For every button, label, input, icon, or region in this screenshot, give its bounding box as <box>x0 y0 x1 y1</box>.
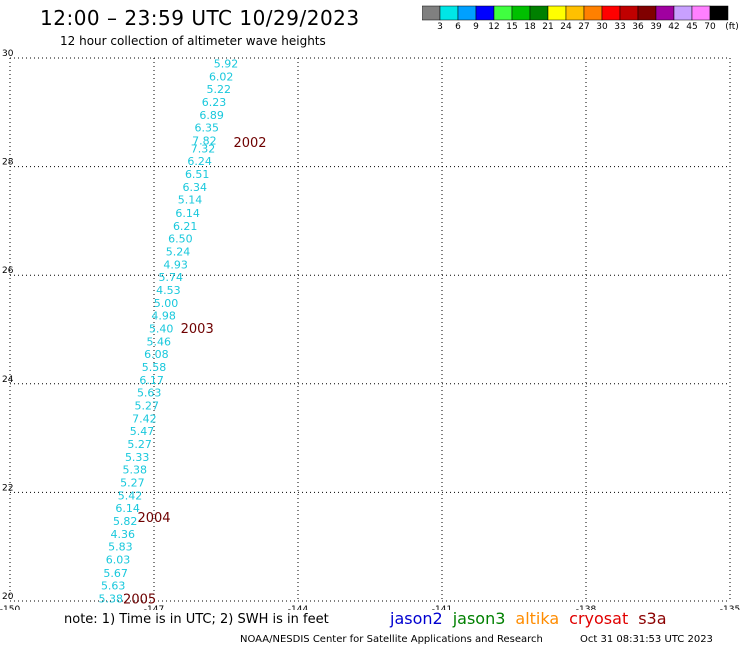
wave-height-value: 6.14 <box>115 502 140 515</box>
x-tick-label: -144 <box>288 605 309 610</box>
satellite-legend: jason2 jason3 altika cryosat s3a <box>390 609 677 628</box>
wave-height-value: 4.36 <box>111 528 136 541</box>
colorbar-label: 3 <box>437 22 443 32</box>
legend-item-cryosat: cryosat <box>569 609 629 628</box>
credit-text: NOAA/NESDIS Center for Satellite Applica… <box>240 634 543 645</box>
colorbar-label: 42 <box>668 22 680 32</box>
wave-height-value: 5.27 <box>127 438 152 451</box>
colorbar-unit: (ft) <box>725 22 739 32</box>
wave-height-value: 7.32 <box>191 143 216 156</box>
colorbar-label: 27 <box>578 22 590 32</box>
wave-height-value: 5.82 <box>113 515 138 528</box>
wave-height-value: 5.14 <box>178 194 203 207</box>
colorbar-label: 24 <box>560 22 572 32</box>
wave-height-value: 7.42 <box>132 413 157 426</box>
x-tick-label: -147 <box>144 605 164 610</box>
wave-height-value: 6.23 <box>202 96 227 109</box>
wave-height-value: 6.17 <box>139 374 164 387</box>
x-tick-label: -141 <box>432 605 452 610</box>
wave-height-value: 5.63 <box>101 579 126 592</box>
colorbar-label: 45 <box>686 22 698 32</box>
wave-height-value: 5.24 <box>166 245 191 258</box>
y-tick-label: 20 <box>2 592 14 602</box>
wave-height-value: 6.24 <box>187 155 212 168</box>
wave-height-value: 6.03 <box>106 554 131 567</box>
colorbar-label: 6 <box>455 22 461 32</box>
wave-height-value: 6.08 <box>144 348 169 361</box>
wave-height-value: 6.89 <box>199 109 224 122</box>
x-tick-label: -150 <box>0 605 20 610</box>
colorbar-label: 36 <box>632 22 644 32</box>
generation-timestamp: Oct 31 08:31:53 UTC 2023 <box>580 634 713 645</box>
wave-height-value: 5.47 <box>130 425 155 438</box>
colorbar-label: 21 <box>542 22 554 32</box>
wave-height-value: 4.53 <box>156 284 181 297</box>
y-tick-label: 28 <box>2 158 14 168</box>
wave-height-value: 5.42 <box>118 490 143 503</box>
x-tick-label: -138 <box>576 605 597 610</box>
wave-height-value: 4.98 <box>151 309 176 322</box>
chart-subtitle: 12 hour collection of altimeter wave hei… <box>60 34 326 48</box>
colorbar-label: 18 <box>524 22 536 32</box>
time-label: 2003 <box>181 322 214 337</box>
wave-height-value: 5.00 <box>154 297 179 310</box>
chart-title: 12:00 – 23:59 UTC 10/29/2023 <box>40 6 360 30</box>
legend-item-jason3: jason3 <box>452 609 506 628</box>
wave-height-value: 6.34 <box>183 181 208 194</box>
y-tick-label: 22 <box>2 483 13 493</box>
wave-height-value: 4.93 <box>163 258 188 271</box>
time-label: 2004 <box>137 511 170 526</box>
colorbar-label: 39 <box>650 22 662 32</box>
wave-height-value: 5.58 <box>142 361 167 374</box>
colorbar-label: 15 <box>506 22 518 32</box>
legend-item-jason2: jason2 <box>390 609 443 628</box>
y-tick-label: 30 <box>2 49 14 59</box>
wave-height-value: 6.35 <box>195 122 220 135</box>
y-tick-label: 26 <box>2 266 14 276</box>
wave-height-value: 5.40 <box>149 322 174 335</box>
plot-area: -150 -147 -144 -141 -138 -135 20 22 24 26 28 30 5.92… <box>0 49 740 610</box>
wave-height-value: 5.27 <box>120 477 145 490</box>
colorbar <box>422 5 729 21</box>
wave-height-value: 5.83 <box>108 541 133 554</box>
wave-height-value: 5.22 <box>207 83 232 96</box>
wave-height-value: 5.63 <box>137 386 162 399</box>
y-tick-label: 24 <box>2 375 14 385</box>
colorbar-label: 30 <box>596 22 608 32</box>
colorbar-label: 70 <box>704 22 716 32</box>
colorbar-label: 33 <box>614 22 626 32</box>
wave-height-value: 6.51 <box>185 168 210 181</box>
wave-height-value: 6.50 <box>168 232 193 245</box>
x-tick-label: -135 <box>720 605 740 610</box>
wave-height-value: 5.92 <box>214 57 239 70</box>
footer-note: note: 1) Time is in UTC; 2) SWH is in fe… <box>64 612 329 627</box>
wave-height-value: 6.21 <box>173 220 198 233</box>
wave-height-value: 5.46 <box>147 335 172 348</box>
colorbar-label: 12 <box>488 22 500 32</box>
wave-height-value: 5.33 <box>125 451 150 464</box>
time-label: 2005 <box>123 592 156 607</box>
time-label: 2002 <box>233 136 266 151</box>
wave-height-value: 5.67 <box>103 567 128 580</box>
colorbar-swatch <box>709 5 729 21</box>
wave-height-value: 5.74 <box>159 271 184 284</box>
legend-item-altika: altika <box>515 609 560 628</box>
wave-height-value: 5.38 <box>123 464 148 477</box>
colorbar-label: 9 <box>473 22 479 32</box>
wave-height-value: 5.27 <box>135 400 160 413</box>
wave-height-value: 6.02 <box>209 70 234 83</box>
wave-height-value: 7.82 <box>192 135 217 148</box>
wave-height-value: 5.38 <box>99 592 124 605</box>
colorbar-labels: 3 6 9 12 15 18 21 24 27 30 33 36 39 42 45 70 (ft) <box>422 22 740 34</box>
legend-item-s3a: s3a <box>638 609 667 628</box>
wave-height-value: 6.14 <box>175 207 200 220</box>
